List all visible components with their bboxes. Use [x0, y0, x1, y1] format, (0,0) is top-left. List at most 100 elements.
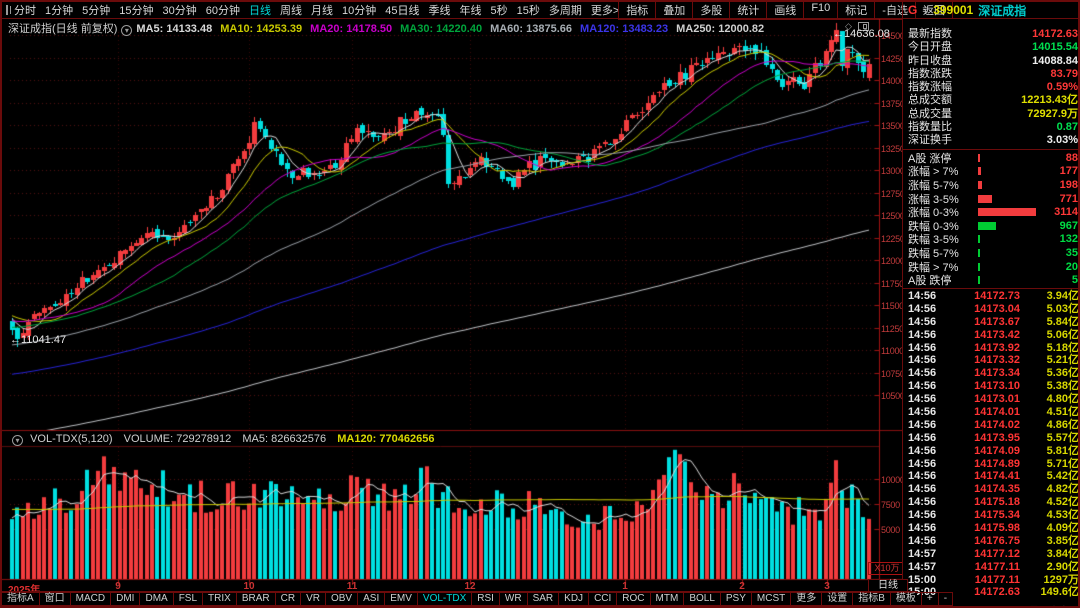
collapse-icon[interactable]: ▾ [121, 25, 133, 36]
period-button[interactable]: 5分钟 [82, 5, 111, 17]
indicator-button[interactable]: 设置 [821, 592, 854, 606]
indicator-button[interactable]: VOL-TDX [416, 592, 473, 606]
period-button[interactable]: 45日线 [385, 5, 420, 17]
toolbar-button[interactable]: 指标 [618, 2, 657, 20]
breadth-bar-fill [978, 194, 992, 203]
stat-label: 最新指数 [908, 28, 952, 40]
period-button[interactable]: 10分钟 [342, 5, 377, 17]
panel-button[interactable]: 指标B [852, 592, 891, 606]
indicator-button[interactable]: VR [300, 592, 326, 606]
tick-row: 14:56 14175.34 4.53亿 [908, 509, 1079, 522]
indicator-button[interactable]: WR [498, 592, 528, 606]
breadth-label: 跌幅 0-3% [908, 220, 959, 233]
indicator-button[interactable]: BRAR [235, 592, 276, 606]
indicator-button[interactable]: ASI [357, 592, 386, 606]
breadth-count: 967 [1059, 219, 1078, 232]
panel-button[interactable]: 模板 [889, 592, 922, 606]
breadth-row: 涨幅 5-7% 198 [908, 178, 1078, 192]
period-button[interactable]: 60分钟 [205, 5, 240, 17]
indicator-button[interactable]: MACD [69, 592, 112, 606]
tick-amount: 3.85亿 [1046, 534, 1079, 547]
window-button[interactable]: 窗口 [38, 592, 71, 606]
price-axis-label: 12500 [881, 211, 905, 221]
tick-amount: 3.94亿 [1046, 290, 1079, 302]
tick-price: 14173.95 [974, 431, 1020, 444]
indicator-button[interactable]: MCST [750, 592, 792, 606]
period-button[interactable]: 日线 [249, 5, 271, 17]
indicator-button[interactable]: CR [274, 592, 302, 606]
diamond-icon[interactable]: ◇ [845, 21, 852, 31]
breadth-bar [978, 194, 1044, 203]
indicator-button[interactable]: SAR [526, 592, 560, 606]
tick-row: 14:56 14174.02 4.86亿 [908, 419, 1078, 432]
tick-amount: 5.21亿 [1046, 354, 1079, 367]
indicator-button[interactable]: TRIX [202, 592, 237, 606]
period-button[interactable]: 15分钟 [119, 5, 154, 17]
toolbar-button[interactable]: 多股 [692, 2, 731, 20]
indicator-button[interactable]: KDJ [558, 592, 590, 606]
period-button[interactable]: 15秒 [516, 5, 540, 17]
period-button[interactable]: 30分钟 [162, 5, 197, 17]
toolbar-button[interactable]: 叠加 [655, 2, 694, 20]
tick-price: 14175.18 [974, 496, 1020, 509]
period-button[interactable]: 月线 [311, 5, 333, 17]
indicator-button[interactable]: RSI [471, 592, 500, 606]
breadth-bar [978, 167, 1044, 176]
x-axis-label: 10 [243, 581, 255, 592]
menu-icon[interactable]: ≡ [922, 4, 929, 16]
stat-label: 今日开盘 [908, 41, 952, 54]
indicator-button[interactable]: MTM [649, 592, 685, 606]
breadth-label: 跌幅 5-7% [908, 247, 959, 260]
period-button[interactable]: 5秒 [490, 5, 508, 17]
indicator-button[interactable]: FSL [172, 592, 204, 606]
indicator-button[interactable]: BOLL [683, 592, 721, 606]
tab-indicator-a[interactable]: 指标A [2, 592, 40, 606]
period-button[interactable]: 周线 [280, 5, 302, 17]
tick-row: 14:56 14176.75 3.85亿 [908, 534, 1079, 548]
tick-row: 14:56 14173.42 5.06亿 [908, 329, 1078, 342]
layout-icon[interactable] [6, 5, 11, 15]
quote-panel: 最新指数 14172.63 今日开盘 14015.54 昨日收盘 14088.84 指数涨跌… [902, 19, 1079, 606]
collapse-icon[interactable]: ▾ [12, 435, 23, 446]
panel-button[interactable]: - [937, 592, 954, 606]
breadth-count: 177 [1059, 165, 1078, 178]
indicator-button[interactable]: ROC [616, 592, 651, 606]
breadth-row: A股 涨停 88 [908, 151, 1078, 165]
toolbar-button[interactable]: 画线 [766, 2, 805, 20]
period-button[interactable]: 多周期 [548, 5, 582, 17]
indicator-button[interactable]: CCI [588, 592, 618, 606]
indicator-button[interactable]: PSY [719, 592, 752, 606]
indicator-button[interactable]: DMI [110, 592, 141, 606]
indicator-button[interactable]: OBV [324, 592, 359, 606]
period-button[interactable]: 1分钟 [45, 5, 74, 17]
toolbar-button[interactable]: F10 [803, 2, 839, 20]
period-button[interactable]: 年线 [459, 5, 482, 17]
period-button[interactable]: 分时 [14, 5, 36, 17]
volume-axis-label: 10000 [881, 475, 905, 485]
tick-price: 14174.41 [974, 470, 1020, 483]
candlestick-chart[interactable] [2, 19, 902, 606]
indicator-button[interactable]: EMV [384, 592, 418, 606]
split-window-icon[interactable] [857, 22, 869, 31]
panel-button[interactable]: + [920, 592, 939, 606]
price-axis-label: 13500 [881, 121, 905, 131]
tick-row: 14:56 14173.67 5.84亿 [908, 316, 1078, 329]
tick-time: 14:57 [908, 547, 937, 560]
tick-row: 14:56 14173.32 5.21亿 [908, 354, 1079, 367]
indicator-button[interactable]: 更多 [790, 592, 823, 606]
period-button[interactable]: 更多> [590, 5, 620, 17]
period-button[interactable]: 季线 [428, 5, 451, 17]
toolbar-button[interactable]: 统计 [729, 2, 768, 20]
tick-amount: 4.53亿 [1046, 509, 1079, 522]
stat-value: 14172.63 [1032, 28, 1078, 40]
vol-indicator-name: VOL-TDX(5,120) [30, 433, 113, 445]
breadth-count: 5 [1071, 274, 1078, 287]
price-axis-label: 11750 [881, 278, 904, 289]
tick-row: 14:56 14174.41 5.42亿 [908, 470, 1078, 483]
stat-label: 昨日收盘 [908, 54, 952, 67]
indicator-button[interactable]: DMA [139, 592, 174, 606]
level-g-badge: G [908, 3, 918, 17]
period-toolbar: 分时 1分钟 5分钟 15分钟 30分钟 60分钟 日线 周线 月线 10分钟 45日线 季线 年线 5秒… [2, 2, 953, 20]
toolbar-button[interactable]: 标记 [837, 2, 876, 20]
tick-price: 14175.98 [974, 522, 1020, 535]
